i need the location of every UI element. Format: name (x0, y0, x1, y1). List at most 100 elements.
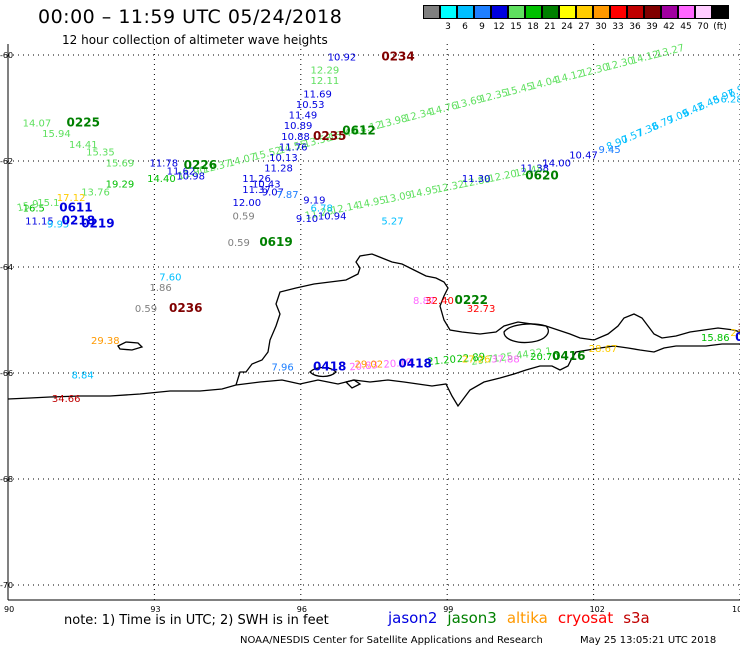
wave-height-value: 9.19 (303, 195, 325, 206)
wave-height-value: 10.94 (318, 211, 347, 222)
wave-height-value: 20.70 (530, 352, 559, 363)
color-swatch-label: 36 (629, 22, 641, 32)
color-swatch (542, 5, 559, 19)
longitude-tick-label: 96 (297, 605, 307, 614)
wave-height-value: 22.89 (456, 352, 486, 366)
color-swatch-label: 42 (663, 22, 675, 32)
color-swatch-label: 39 (646, 22, 658, 32)
wave-height-value: 8.87 (413, 296, 435, 307)
pass-time-label: 0416 (552, 349, 585, 363)
wave-height-value: 11.78 (150, 158, 179, 169)
wave-height-value: 15.86 (701, 333, 730, 344)
color-swatch (423, 5, 440, 19)
wave-height-value: 15.94 (42, 129, 71, 140)
longitude-tick-label: 102 (590, 605, 605, 614)
color-swatch-label: 6 (462, 22, 468, 32)
color-swatch-label: 9 (479, 22, 485, 32)
wave-height-value: 28.67 (589, 344, 618, 355)
pass-time-label: 0619 (259, 235, 292, 249)
color-swatch-label: 27 (578, 22, 590, 32)
wave-height-value: 29.71 (471, 353, 501, 368)
wave-height-value: 0.59 (135, 304, 157, 315)
satellite-jason3-label: jason3 (447, 609, 497, 627)
color-swatch-label: (ft) (713, 22, 727, 32)
wave-height-value: 8.84 (71, 370, 93, 381)
color-swatch-label: 15 (510, 22, 522, 32)
wave-height-value: 15.1 (37, 198, 59, 209)
wave-height-value: 9.95 (47, 219, 69, 230)
wave-height-value: 14.41 (69, 140, 98, 151)
wave-height-value: 0.59 (228, 238, 250, 249)
wave-height-value: 12.29 (311, 66, 340, 77)
latitude-tick-label: -70 (0, 581, 13, 590)
latitude-tick-label: -60 (0, 51, 13, 60)
wave-height-value: 29.38 (91, 336, 120, 347)
color-swatch (457, 5, 474, 19)
wave-height-value: 10.89 (284, 121, 313, 132)
pass-time-label: 0620 (525, 169, 558, 183)
wave-height-value: 13.76 (81, 187, 110, 198)
color-swatch (661, 5, 678, 19)
wave-height-value: 21.20 (427, 355, 457, 369)
wave-height-value: 11.26 (242, 174, 271, 185)
satellite-s3a-label: s3a (623, 609, 650, 627)
color-swatch (610, 5, 627, 19)
pass-time-label: 0611 (59, 200, 92, 214)
wave-height-value: 25.44 (500, 349, 530, 364)
wave-height-value: 11.37 (242, 185, 271, 196)
satellite-legend: jason2 jason3 altika cryosat s3a (388, 609, 660, 627)
wave-height-value: 9.07 (262, 187, 284, 198)
satellite-track-values: 11.9012.3714.0715.5214.5513.5815.4414.12… (16, 43, 740, 374)
color-swatch (576, 5, 593, 19)
satellite-cryosat-label: cryosat (557, 609, 614, 627)
generated-timestamp: May 25 13:05:21 UTC 2018 (580, 635, 717, 646)
wave-height-value: 12.00 (232, 198, 261, 209)
color-swatch (695, 5, 712, 19)
color-swatch (678, 5, 695, 19)
latitude-tick-label: -68 (0, 475, 13, 484)
wave-height-value: 15.69 (106, 158, 135, 169)
wave-height-value: 22.1 (529, 346, 553, 360)
wave-height-value: 0.59 (232, 211, 254, 222)
wave-height-value: 11.38 (520, 164, 549, 175)
color-swatch-label: 3 (445, 22, 451, 32)
color-swatch-label: 33 (612, 22, 624, 32)
map-frame (7, 44, 740, 601)
pass-time-label: 0234 (381, 49, 414, 63)
wave-height-value: 1.86 (150, 283, 172, 294)
wave-height-value: 17.12 (57, 193, 86, 204)
axis-tick-labels: 90 93 96 99 102 105 -60 -62 -64 -66 -68 -70 (0, 51, 740, 614)
color-swatch-label: 45 (680, 22, 692, 32)
latitude-tick-label: -66 (0, 369, 13, 378)
map-subtitle: 12 hour collection of altimeter wave hei… (62, 33, 328, 47)
color-swatch-label: 30 (595, 22, 607, 32)
wave-height-value: 7.87 (276, 190, 298, 201)
wave-height-value: 14.07 (23, 119, 52, 130)
satellite-jason2-label: jason2 (388, 609, 438, 627)
longitude-tick-label: 105 (732, 605, 740, 614)
pass-time-label: 02 (735, 330, 740, 344)
wave-height-value: 32.73 (467, 304, 496, 315)
wave-height-value: 15.35 (86, 148, 115, 159)
color-swatch (440, 5, 457, 19)
wave-height-value: 6.28 (720, 95, 740, 106)
color-swatch (644, 5, 661, 19)
wave-height-value: 14.40 (147, 174, 176, 185)
wave-height-value: 19.29 (106, 180, 135, 191)
color-swatch (593, 5, 610, 19)
wave-height-value: 10.47 (569, 150, 598, 161)
wave-height-value: 37.88 (491, 354, 520, 365)
wave-height-value: 10.88 (281, 132, 310, 143)
color-swatch-label: 18 (527, 22, 539, 32)
wave-height-value: 11.62 (167, 166, 196, 177)
color-swatch (474, 5, 491, 19)
wave-height-value: 11.76 (279, 142, 308, 153)
pass-time-label: 0418 (313, 359, 346, 373)
pass-time-label: 0612 (342, 124, 375, 138)
pass-time-label: 0225 (67, 116, 100, 130)
wave-height-value: 12.11 (311, 76, 340, 87)
color-swatch (525, 5, 542, 19)
wave-height-value: 10.98 (176, 172, 205, 183)
color-swatch-label: 70 (697, 22, 709, 32)
